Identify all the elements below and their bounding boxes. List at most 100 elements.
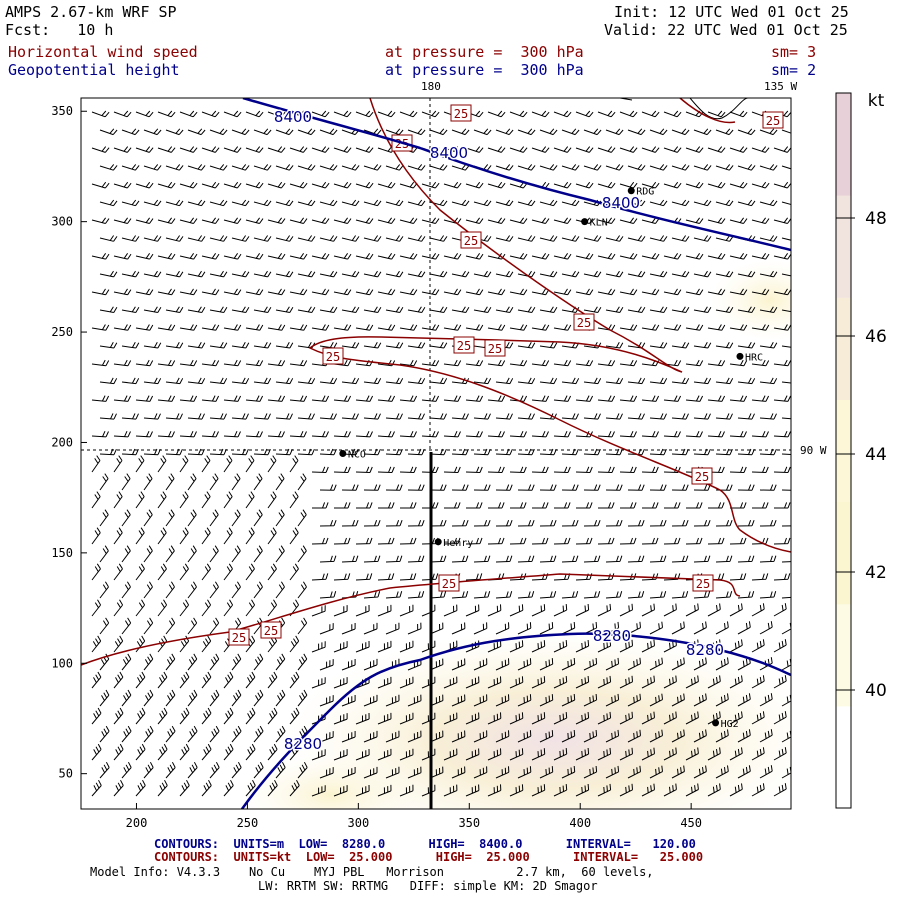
wind-barb — [363, 658, 378, 671]
wind-barb — [465, 604, 480, 617]
wind-barb — [443, 324, 462, 331]
wind-barb — [223, 253, 242, 260]
x-tick-label: 300 — [348, 816, 370, 830]
wind-barb — [245, 359, 264, 367]
wind-barb — [319, 306, 338, 313]
wind-barb — [495, 766, 510, 779]
wind-barb — [231, 270, 250, 278]
wind-barb — [135, 707, 146, 725]
wind-barb — [473, 766, 488, 779]
wind-barb — [201, 146, 220, 153]
wind-barb — [583, 270, 602, 278]
wind-barb — [751, 747, 765, 761]
wind-barb — [267, 110, 286, 118]
wind-barb — [561, 377, 580, 385]
wind-barb — [715, 377, 734, 385]
wind-barb — [671, 765, 685, 779]
wind-barb — [275, 689, 286, 707]
wind-barb — [465, 676, 480, 689]
wind-barb — [267, 707, 278, 725]
wind-barb — [187, 306, 206, 313]
wind-barb — [693, 270, 712, 278]
wind-barb — [187, 377, 206, 385]
wind-barb — [649, 342, 668, 349]
wind-barb — [641, 711, 655, 725]
wind-barb — [598, 502, 615, 509]
wind-barb — [143, 617, 154, 635]
wind-barb — [539, 520, 557, 527]
wind-barb — [781, 596, 791, 599]
wind-barb — [443, 181, 462, 189]
wind-barb — [627, 555, 645, 563]
wind-barb — [99, 617, 110, 635]
wind-barb — [341, 413, 359, 420]
speed-label-box — [450, 104, 472, 122]
wind-barb — [297, 199, 316, 207]
wind-barb — [231, 164, 250, 171]
wind-barb — [509, 466, 527, 473]
colorbar-segment — [836, 705, 851, 809]
wind-barb — [341, 731, 356, 743]
wind-barb — [377, 604, 392, 617]
wind-barb — [245, 217, 264, 224]
wind-barb — [187, 270, 206, 278]
wind-barb — [583, 765, 598, 779]
wind-barb — [773, 537, 791, 545]
wind-barb — [627, 235, 646, 242]
wind-barb — [671, 342, 690, 349]
wind-barb — [187, 164, 206, 171]
wind-barb — [209, 342, 228, 349]
wind-barb — [311, 430, 329, 438]
x-tick-label: 350 — [458, 816, 480, 830]
wind-barb — [91, 599, 102, 617]
height-label: 8280 — [284, 735, 322, 753]
station-marker — [712, 719, 720, 727]
wind-barb — [135, 395, 154, 402]
wind-barb — [421, 324, 440, 331]
wind-barb — [135, 527, 145, 545]
wind-barb — [113, 599, 124, 617]
wind-barb — [319, 731, 334, 743]
wind-barb — [231, 235, 250, 242]
wind-barb — [495, 377, 514, 385]
wind-barb — [385, 591, 403, 599]
wind-barb — [693, 729, 707, 743]
wind-barb — [495, 164, 514, 171]
wind-barb — [597, 217, 616, 224]
wind-barb — [333, 713, 348, 725]
wind-barb — [773, 711, 787, 725]
wind-barb — [597, 253, 616, 260]
wind-barb — [509, 324, 528, 331]
wind-barb — [209, 306, 228, 313]
wind-barb — [179, 563, 189, 581]
wind-barb — [451, 622, 466, 635]
wind-barb — [495, 555, 513, 563]
wind-barb — [487, 640, 502, 653]
wind-barb — [209, 581, 219, 599]
wind-barb — [421, 430, 439, 438]
wind-barb — [729, 253, 748, 260]
wind-barb — [355, 604, 370, 617]
wind-barb — [773, 288, 791, 296]
wind-barb — [333, 110, 352, 118]
wind-barb — [751, 466, 769, 473]
wind-barb — [509, 712, 524, 725]
wind-barb — [773, 573, 791, 581]
wind-barb — [245, 395, 264, 402]
wind-barb — [377, 110, 396, 118]
wind-barb — [99, 473, 109, 491]
wind-barb — [363, 694, 378, 707]
wind-barb — [597, 395, 616, 402]
speed-label-box — [691, 467, 713, 485]
wind-barb — [539, 270, 558, 278]
wind-barb — [319, 484, 337, 491]
wind-barb — [429, 413, 447, 420]
wind-barb — [737, 199, 756, 207]
station-marker — [339, 450, 347, 457]
wind-barb — [575, 783, 590, 797]
wind-barb — [121, 689, 132, 707]
wind-barb — [751, 783, 765, 797]
wind-barb — [465, 784, 480, 797]
wind-barb — [465, 466, 483, 473]
